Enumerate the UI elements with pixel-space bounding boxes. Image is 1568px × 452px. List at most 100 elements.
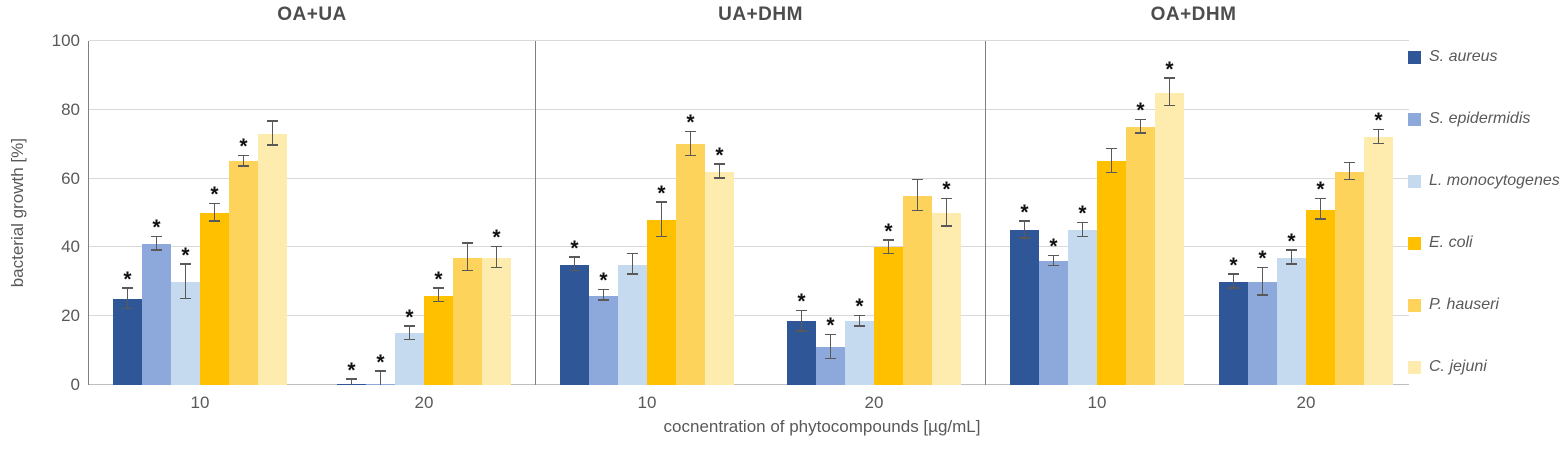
error-cap-bottom bbox=[491, 266, 502, 269]
bar-l-monocytogenes: * bbox=[1277, 41, 1306, 385]
error-cap-bottom bbox=[598, 299, 609, 301]
error-cap-bottom bbox=[714, 177, 725, 179]
error-cap-top bbox=[238, 154, 249, 157]
bar-c-jejuni: * bbox=[1364, 41, 1393, 385]
error-cap-bottom bbox=[854, 325, 865, 327]
error-cap-bottom bbox=[1373, 142, 1384, 145]
error-cap-top bbox=[433, 287, 444, 289]
error-bar bbox=[1377, 130, 1379, 145]
error-cap-bottom bbox=[1344, 178, 1355, 181]
error-cap-bottom bbox=[1286, 263, 1297, 265]
significance-asterisk: * bbox=[181, 243, 190, 267]
bar-rect bbox=[482, 257, 511, 385]
error-bar bbox=[408, 326, 410, 341]
error-bar bbox=[800, 311, 802, 332]
gridline-80 bbox=[89, 108, 1409, 110]
error-cap-bottom bbox=[656, 235, 667, 238]
bar-rect bbox=[142, 243, 171, 385]
bar-rect bbox=[560, 264, 589, 385]
bar-e-coli: * bbox=[874, 41, 903, 385]
error-bar bbox=[1110, 149, 1112, 174]
error-bar bbox=[1139, 120, 1141, 134]
bar-rect bbox=[903, 195, 932, 385]
error-cap-top bbox=[375, 370, 386, 372]
y-tick-label: 0 bbox=[70, 375, 80, 394]
error-bar bbox=[1348, 163, 1350, 181]
bar-c-jejuni: * bbox=[932, 41, 961, 385]
error-bar bbox=[718, 164, 720, 179]
error-cap-bottom bbox=[267, 144, 278, 146]
error-bar bbox=[350, 379, 352, 385]
legend-swatch bbox=[1408, 112, 1421, 126]
error-cap-top bbox=[1135, 118, 1146, 121]
bar-rect bbox=[1126, 127, 1155, 385]
bar-s-epidermidis: * bbox=[366, 41, 395, 385]
bar-rect bbox=[874, 247, 903, 385]
bar-rect bbox=[705, 171, 734, 385]
bar-l-monocytogenes: * bbox=[171, 41, 200, 385]
error-cap-top bbox=[1286, 249, 1297, 251]
bar-rect bbox=[229, 161, 258, 385]
significance-asterisk: * bbox=[1078, 202, 1087, 226]
error-bar bbox=[213, 204, 215, 222]
bar-s-aureus: * bbox=[1219, 41, 1248, 385]
legend-item-c-jejuni: C. jejuni bbox=[1408, 357, 1487, 377]
bar-e-coli: * bbox=[647, 41, 676, 385]
y-axis-ticks: 0 20 40 60 80 100 bbox=[24, 31, 80, 394]
error-bar bbox=[495, 247, 497, 269]
error-bar bbox=[660, 202, 662, 238]
bar-p-hauseri bbox=[1335, 41, 1364, 385]
bar-s-aureus: * bbox=[1010, 41, 1039, 385]
error-bar bbox=[689, 132, 691, 157]
error-cap-bottom bbox=[180, 297, 191, 299]
error-bar bbox=[1081, 223, 1083, 238]
error-cap-bottom bbox=[1048, 264, 1059, 267]
error-cap-bottom bbox=[1135, 132, 1146, 134]
legend-item-p-hauseri: P. hauseri bbox=[1408, 295, 1499, 315]
gridline-40 bbox=[89, 246, 1409, 248]
bar-rect bbox=[1039, 261, 1068, 385]
bar-rect bbox=[1364, 137, 1393, 385]
x-tick-label: 10 bbox=[637, 393, 657, 412]
error-cap-top bbox=[656, 201, 667, 203]
bar-c-jejuni: * bbox=[482, 41, 511, 385]
error-cap-bottom bbox=[404, 338, 415, 341]
error-cap-top bbox=[796, 309, 807, 312]
significance-asterisk: * bbox=[434, 267, 443, 291]
bar-s-aureus: * bbox=[560, 41, 589, 385]
bar-rect bbox=[589, 295, 618, 385]
error-cap-top bbox=[1106, 147, 1117, 150]
error-bar bbox=[602, 290, 604, 301]
significance-asterisk: * bbox=[239, 135, 248, 159]
error-bar bbox=[379, 371, 381, 385]
y-tick-label: 80 bbox=[61, 99, 80, 119]
gridline-60 bbox=[89, 177, 1409, 179]
x-axis-label: cocnentration of phytocompounds [µg/mL] bbox=[663, 417, 981, 436]
bar-p-hauseri: * bbox=[676, 41, 705, 385]
error-cap-top bbox=[180, 263, 191, 265]
error-bar bbox=[829, 335, 831, 360]
significance-asterisk: * bbox=[210, 183, 219, 207]
bar-s-aureus: * bbox=[337, 41, 366, 385]
error-cap-bottom bbox=[433, 300, 444, 303]
significance-asterisk: * bbox=[376, 350, 385, 374]
error-bar bbox=[1168, 78, 1170, 107]
error-cap-top bbox=[854, 314, 865, 317]
legend-label: P. hauseri bbox=[1429, 296, 1499, 313]
error-cap-bottom bbox=[1077, 235, 1088, 238]
bar-e-coli: * bbox=[200, 41, 229, 385]
error-bar bbox=[1319, 199, 1321, 220]
error-bar bbox=[466, 243, 468, 272]
bar-e-coli: * bbox=[1306, 41, 1335, 385]
error-cap-top bbox=[598, 288, 609, 291]
legend-item-s-epidermidis: S. epidermidis bbox=[1408, 109, 1530, 129]
panel-title: UA+DHM bbox=[718, 4, 803, 25]
bar-l-monocytogenes: * bbox=[1068, 41, 1097, 385]
error-cap-bottom bbox=[1228, 287, 1239, 289]
legend-item-l-monocytogenes: L. monocytogenes bbox=[1408, 171, 1560, 191]
error-cap-top bbox=[714, 163, 725, 165]
bar-p-hauseri: * bbox=[229, 41, 258, 385]
error-cap-bottom bbox=[1257, 294, 1268, 296]
bar-rect bbox=[395, 333, 424, 385]
bar-rect bbox=[258, 133, 287, 385]
